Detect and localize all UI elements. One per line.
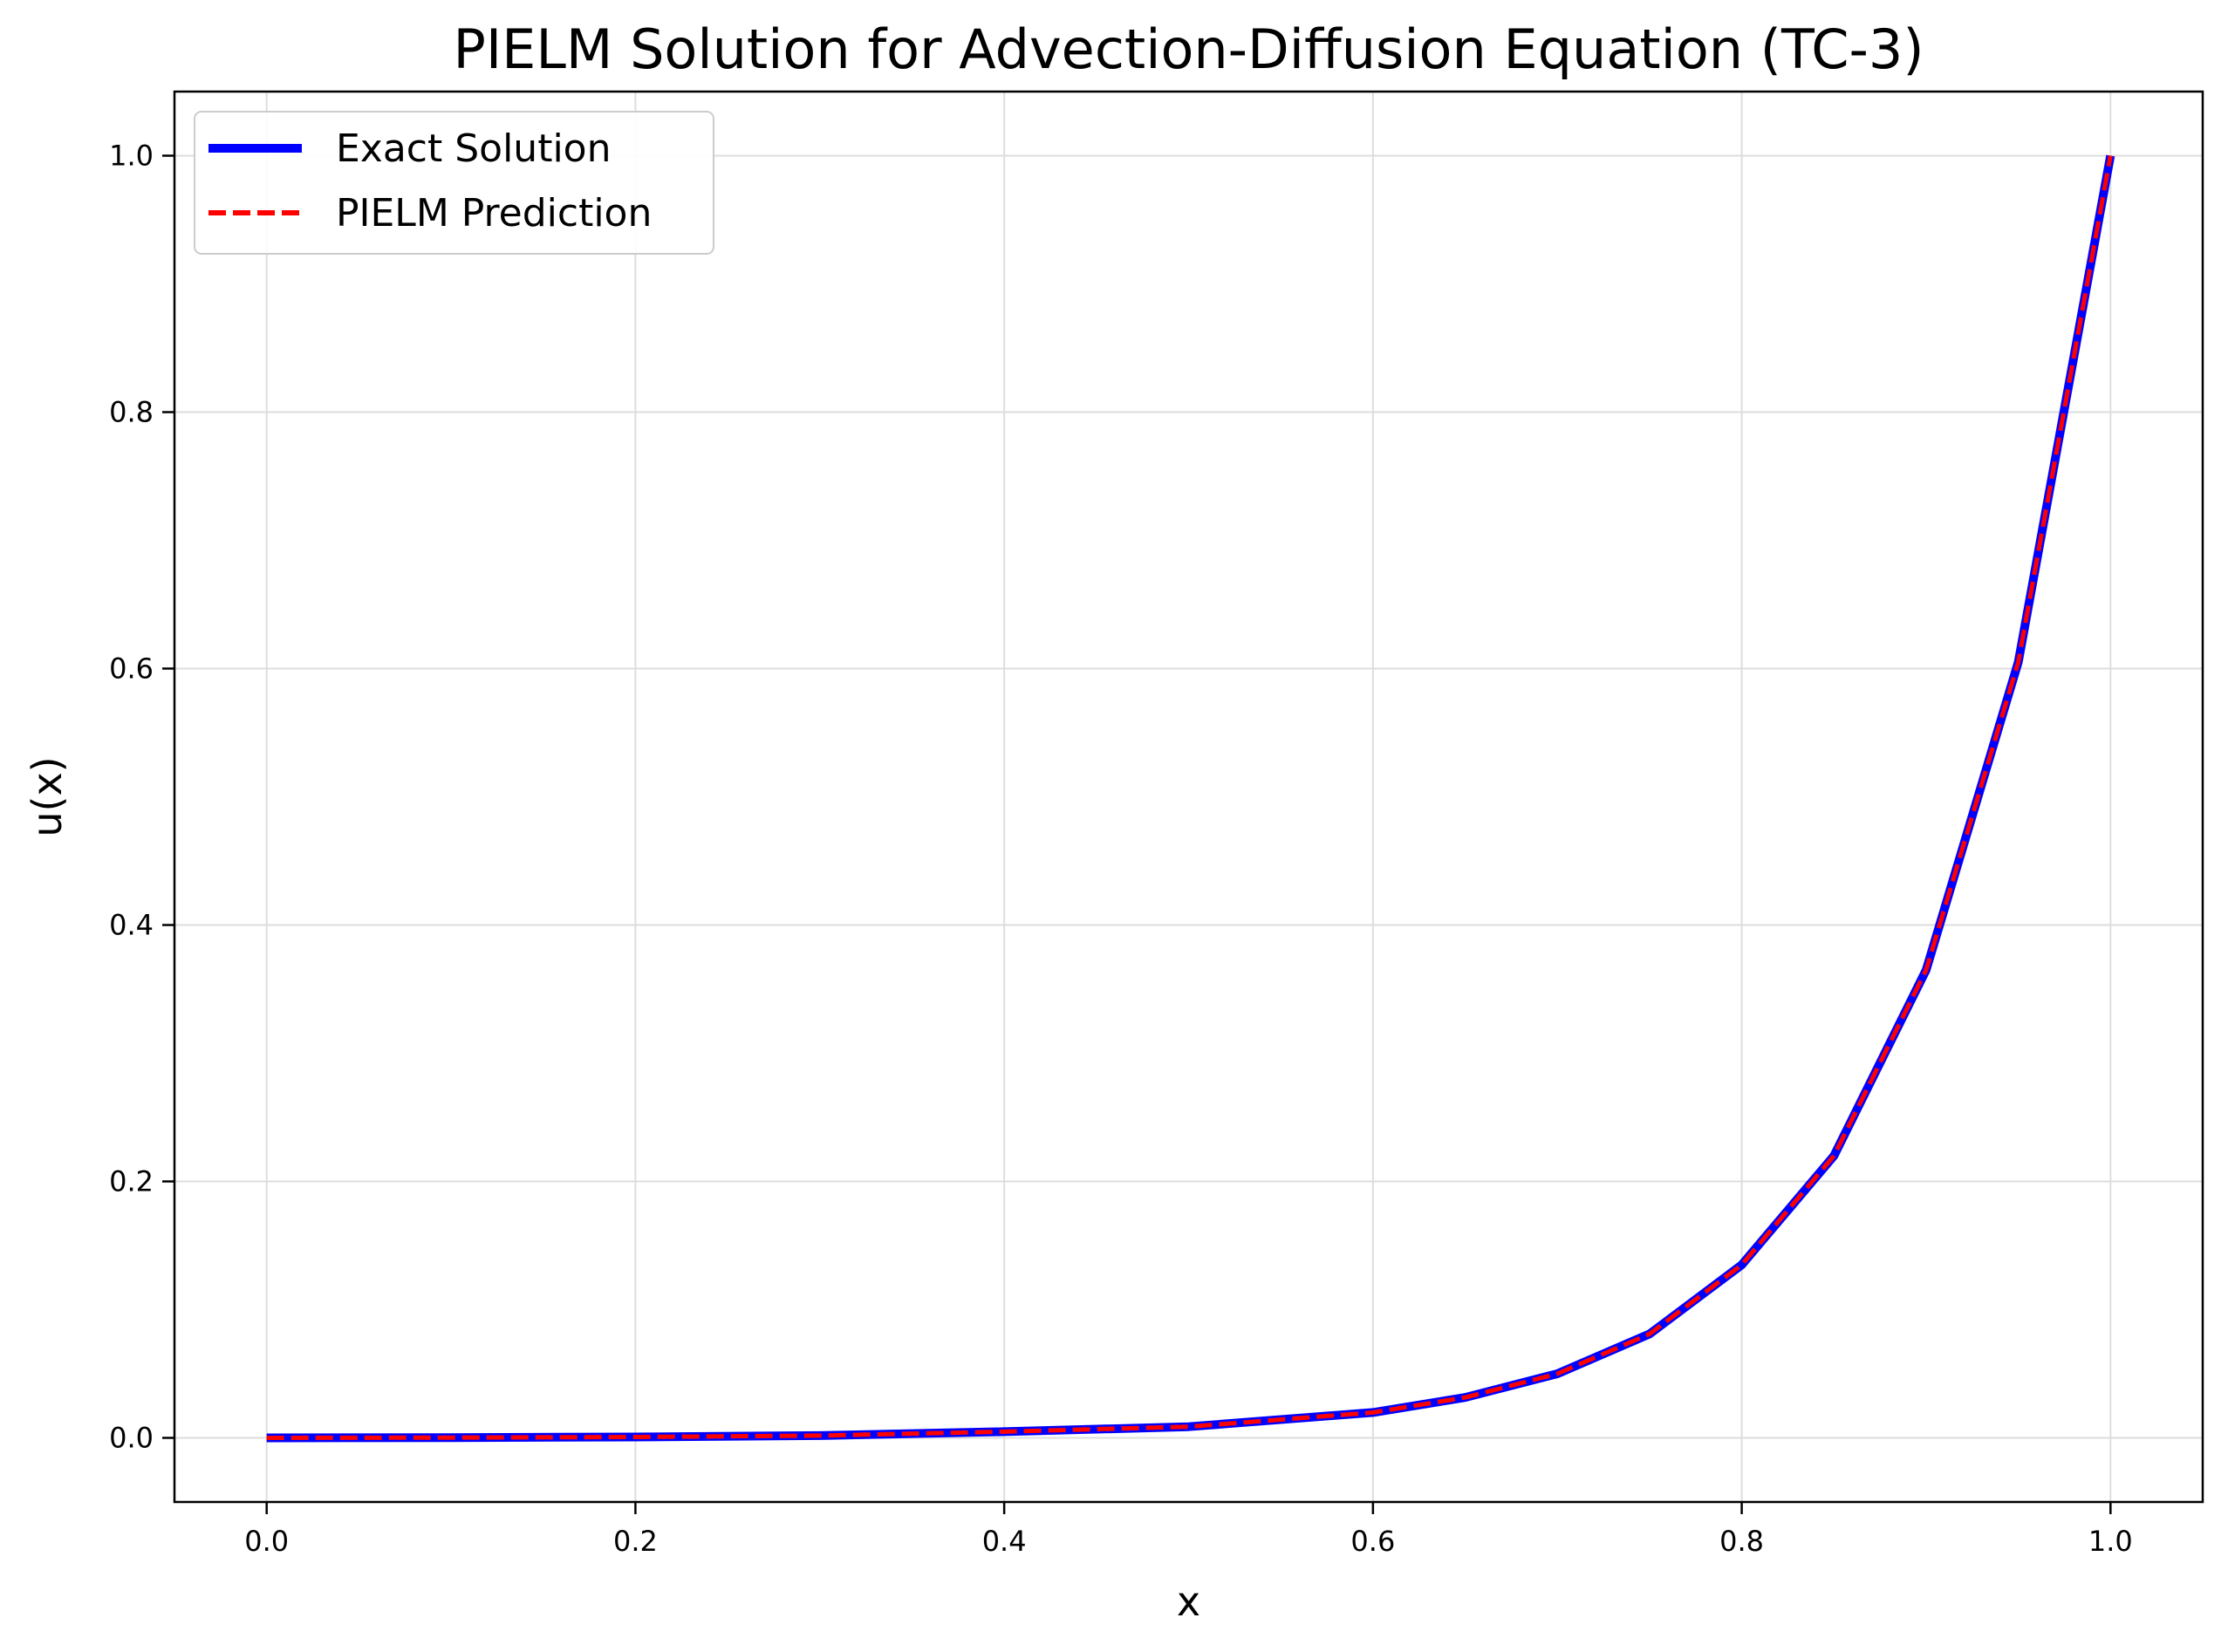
legend: Exact Solution PIELM Prediction — [194, 111, 714, 255]
y-axis-label: u(x) — [24, 756, 71, 836]
x-axis-ticks: 0.0 0.2 0.4 0.6 0.8 1.0 — [244, 1502, 2133, 1558]
x-tick-label: 0.8 — [1719, 1525, 1764, 1558]
chart-title: PIELM Solution for Advection-Diffusion E… — [453, 17, 1924, 81]
series-line-2 — [266, 155, 2113, 1440]
x-tick-label: 0.6 — [1350, 1525, 1395, 1558]
y-tick-label: 0.6 — [109, 652, 154, 686]
y-tick-label: 0.0 — [109, 1422, 154, 1455]
series-group — [266, 154, 2115, 1443]
plot-frame — [173, 90, 2204, 1504]
x-tick-label: 1.0 — [2088, 1525, 2133, 1558]
y-tick-label: 0.8 — [109, 396, 154, 429]
legend-label: Exact Solution — [336, 126, 611, 171]
y-tick-label: 0.4 — [109, 909, 154, 942]
x-tick-label: 0.2 — [613, 1525, 658, 1558]
y-tick-label: 1.0 — [109, 140, 154, 173]
grid — [174, 92, 2203, 1502]
y-tick-label: 0.2 — [109, 1165, 154, 1198]
legend-box — [194, 111, 714, 255]
x-tick-label: 0.4 — [982, 1525, 1027, 1558]
x-tick-label: 0.0 — [244, 1525, 289, 1558]
legend-label: PIELM Prediction — [336, 191, 652, 236]
y-axis-ticks: 0.0 0.2 0.4 0.6 0.8 1.0 — [109, 140, 174, 1455]
x-axis-label: x — [1177, 1578, 1200, 1625]
